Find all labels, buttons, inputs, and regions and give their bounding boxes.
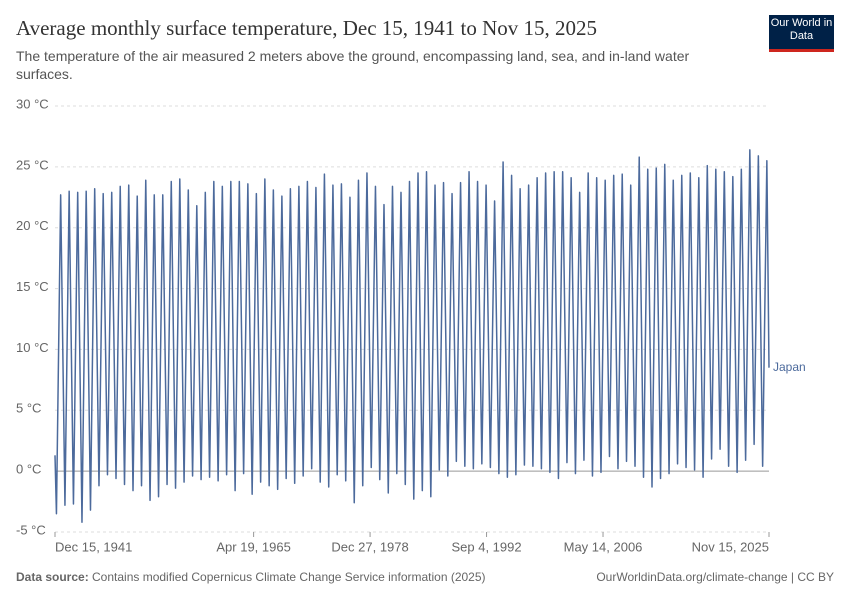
- y-tick-label: 20 °C: [16, 218, 49, 233]
- subtitle-box: The temperature of the air measured 2 me…: [16, 48, 690, 82]
- y-tick-label: -5 °C: [16, 522, 46, 537]
- y-tick-label: 30 °C: [16, 96, 49, 111]
- source-label: Data source:: [16, 570, 89, 584]
- logo[interactable]: Our World in Data: [770, 17, 833, 42]
- series-label: Japan: [773, 360, 806, 374]
- chart-subtitle: The temperature of the air measured 2 me…: [16, 48, 690, 82]
- logo-box: Our World in Data: [770, 17, 833, 42]
- x-tick-label: Dec 27, 1978: [331, 539, 408, 554]
- source: Contains modified Copernicus Climate Cha…: [92, 570, 486, 584]
- y-tick-label: 25 °C: [16, 157, 49, 172]
- y-tick-label: 10 °C: [16, 340, 49, 355]
- y-tick-label: 15 °C: [16, 279, 49, 294]
- credit[interactable]: OurWorldinData.org/climate-change | CC B…: [596, 570, 834, 584]
- x-tick-label: Sep 4, 1992: [451, 539, 521, 554]
- y-tick-label: 5 °C: [16, 401, 41, 416]
- chart-title: Average monthly surface temperature, Dec…: [16, 16, 597, 40]
- x-tick-label: Nov 15, 2025: [692, 539, 769, 554]
- x-tick-label: May 14, 2006: [564, 539, 643, 554]
- y-tick-label: 0 °C: [16, 462, 41, 477]
- x-tick-label: Apr 19, 1965: [216, 539, 290, 554]
- x-tick-label: Dec 15, 1941: [55, 539, 132, 554]
- logo-bg: [769, 15, 834, 52]
- line: [54, 149, 770, 524]
- logo-bar: [769, 49, 834, 52]
